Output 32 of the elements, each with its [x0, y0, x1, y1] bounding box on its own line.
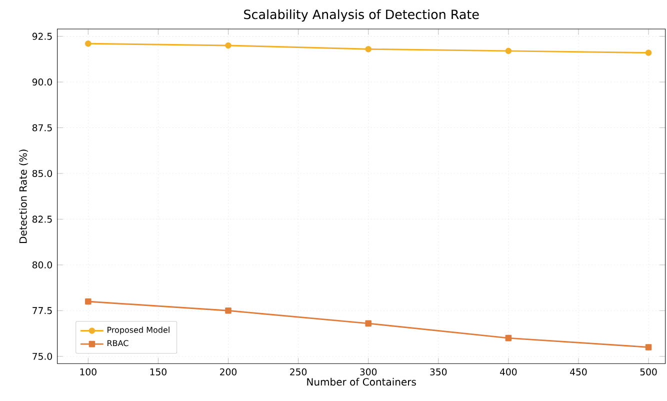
- chart-title: Scalability Analysis of Detection Rate: [244, 9, 479, 22]
- legend-label: RBAC: [108, 340, 128, 346]
- point: [85, 40, 92, 47]
- y-tick-label: 85.0: [32, 170, 52, 177]
- point: [85, 298, 92, 305]
- point: [365, 320, 372, 327]
- x-axis-title: Number of Containers: [307, 378, 416, 386]
- legend-label: Proposed Model: [108, 326, 170, 334]
- x-tick-label: 500: [640, 368, 657, 376]
- y-tick-label: 92.5: [32, 32, 52, 40]
- point: [505, 334, 512, 342]
- y-tick-label: 90.0: [32, 78, 52, 86]
- x-tick-label: 300: [360, 368, 377, 376]
- point: [365, 46, 372, 52]
- point: [225, 307, 232, 314]
- point: [505, 48, 512, 54]
- x-tick-label: 450: [570, 368, 587, 376]
- y-tick-label: 75.0: [32, 352, 52, 360]
- point: [225, 42, 232, 49]
- y-tick-label: 87.5: [32, 124, 52, 132]
- y-tick-label: 82.5: [32, 216, 52, 223]
- point: [645, 50, 652, 56]
- y-axis-title: Detection Rate (%): [19, 150, 28, 243]
- x-tick-label: 250: [290, 368, 307, 376]
- y-tick-label: 80.0: [32, 261, 52, 268]
- x-tick-label: 200: [220, 368, 237, 376]
- x-tick-label: 350: [430, 368, 447, 376]
- x-tick-label: 400: [500, 368, 517, 376]
- x-tick-label: 150: [150, 368, 166, 376]
- point: [645, 344, 652, 350]
- y-tick-label: 77.5: [32, 307, 52, 314]
- x-tick-label: 100: [80, 368, 96, 376]
